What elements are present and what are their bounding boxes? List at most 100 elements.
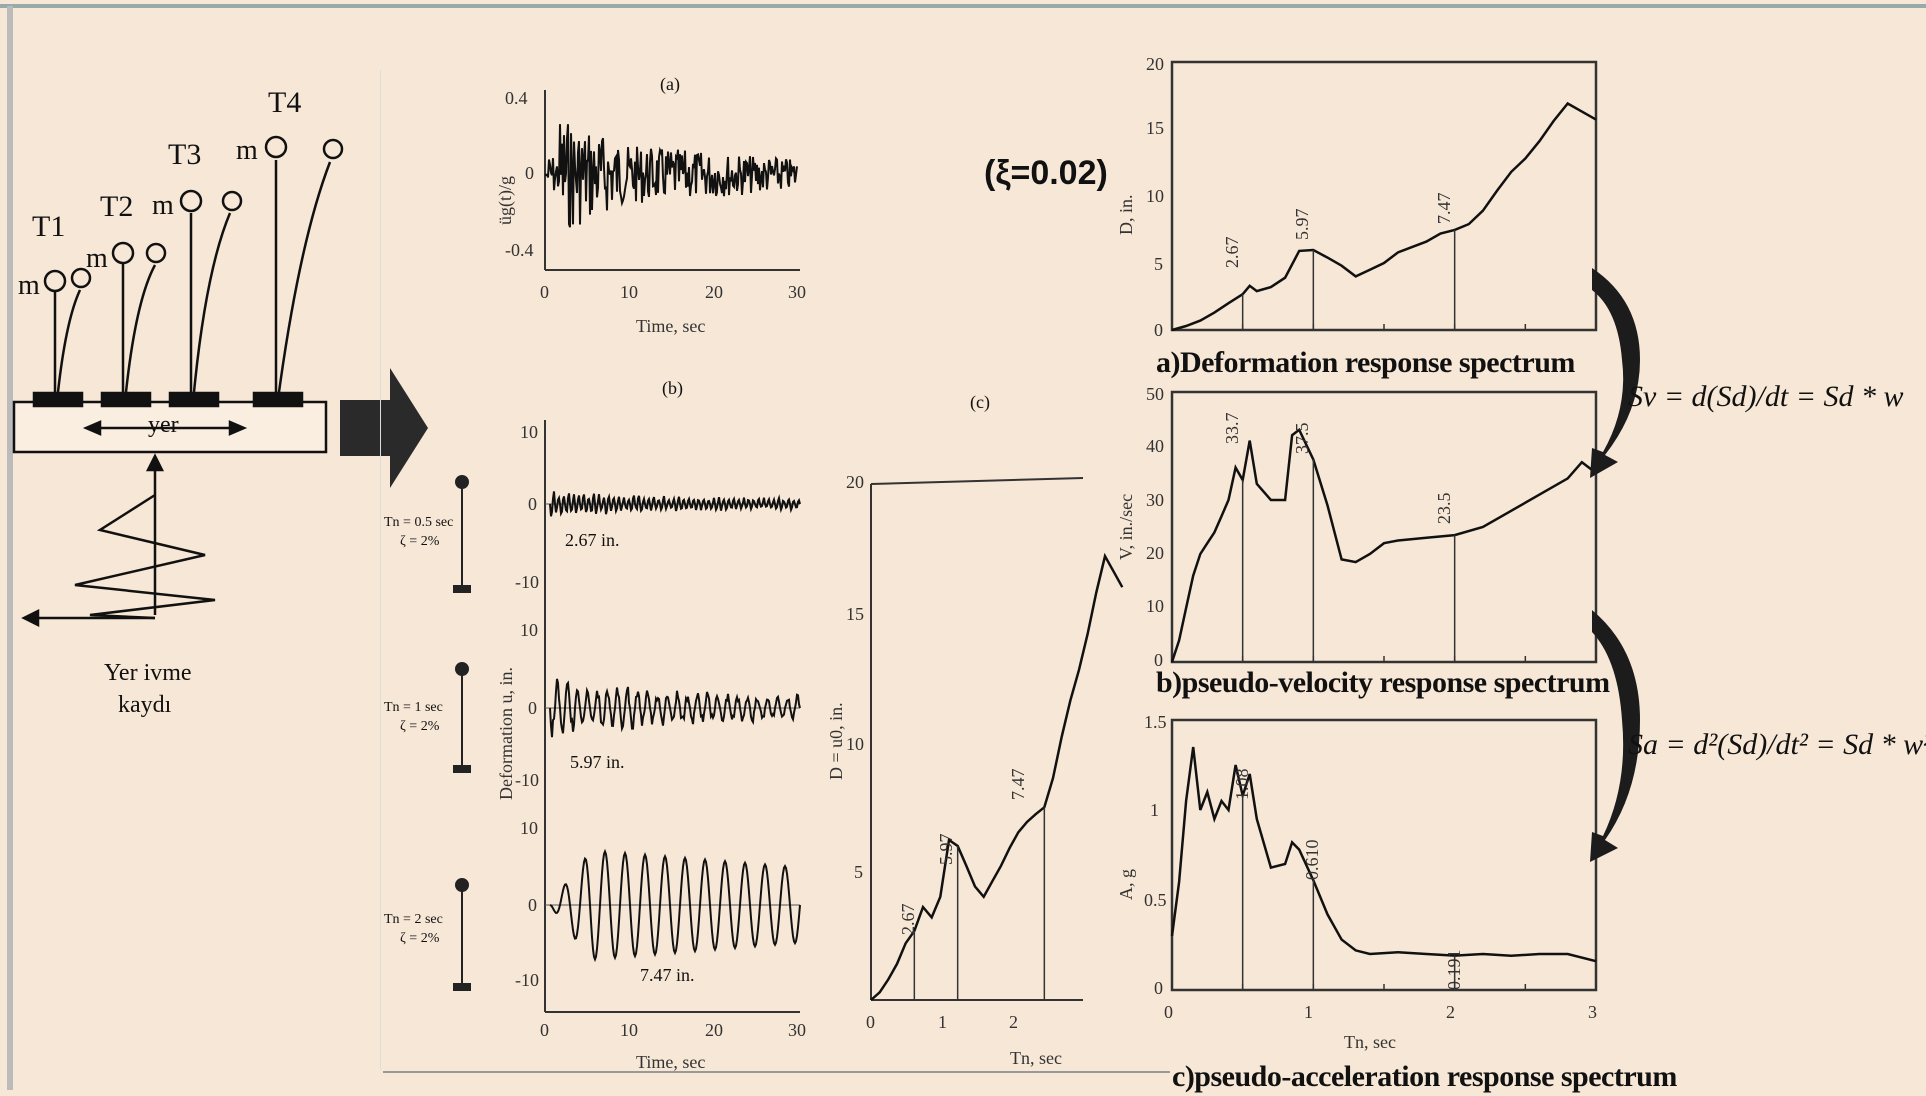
def3-peak: 7.47 in.: [640, 965, 695, 985]
spectrum-1-curve: [1171, 101, 1597, 332]
spectrum-3-curve: [1170, 746, 1597, 963]
ground-label: yer: [148, 412, 179, 438]
spec-c-xtick-3: 3: [1588, 1002, 1597, 1022]
spec-a-annot-2: 5.97: [1292, 208, 1312, 241]
osc3-period: Tn = 2 sec: [384, 912, 443, 927]
def-xtick-20: 20: [705, 1020, 723, 1040]
def1-ytick-mid: 0: [528, 494, 537, 514]
spec-a-ylabel: D, in.: [1116, 194, 1136, 236]
spec-c-ylabel: A, g: [1116, 869, 1136, 900]
mass-label-1: m: [18, 270, 40, 301]
small-spec-annot-1: 2.67: [898, 903, 918, 936]
gm-xtick-10: 10: [620, 282, 638, 302]
spec-a-ytick-10: 10: [1146, 186, 1164, 206]
def-xtick-30: 30: [788, 1020, 806, 1040]
small-spec-ytick-5: 5: [854, 862, 863, 882]
small-spec-xlabel: Tn, sec: [1010, 1048, 1062, 1068]
spec-a-caption: a)Deformation response spectrum: [1156, 346, 1575, 379]
spec-c-caption: c)pseudo-acceleration response spectrum: [1172, 1060, 1677, 1093]
velocity-equation: Sv = d(Sd)/dt = Sd * w: [1628, 380, 1904, 413]
spec-a-ytick-20: 20: [1146, 54, 1164, 74]
spec-c-ytick-1: 1: [1150, 800, 1159, 820]
spec-b-annot-1: 33.7: [1222, 412, 1242, 445]
spec-a-annot-3: 7.47: [1434, 192, 1454, 225]
spec-c-xtick-1: 1: [1304, 1002, 1313, 1022]
def-xtick-0: 0: [540, 1020, 549, 1040]
spec-c-annot-3: 0.191: [1444, 949, 1464, 991]
osc1-period: Tn = 0.5 sec: [384, 515, 454, 530]
osc2-damping: ζ = 2%: [400, 719, 440, 734]
spec-c-xtick-0: 0: [1164, 1002, 1173, 1022]
spec-b-ylabel: V, in./sec: [1116, 493, 1136, 560]
gm-xlabel: Time, sec: [636, 316, 706, 336]
spec-a-ytick-0: 0: [1154, 320, 1163, 340]
curved-arrows: [1590, 268, 1640, 862]
osc1-damping: ζ = 2%: [400, 534, 440, 549]
pendulum-label-t4: T4: [268, 86, 302, 119]
spec-b-caption: b)pseudo-velocity response spectrum: [1156, 666, 1610, 699]
small-spec-xtick-1: 1: [938, 1012, 947, 1032]
osc3-damping: ζ = 2%: [400, 931, 440, 946]
mass-label-4: m: [236, 135, 258, 166]
def2-peak: 5.97 in.: [570, 752, 625, 772]
spec-c-ytick-15: 1.5: [1144, 712, 1167, 732]
gm-panel-tag: (a): [660, 74, 680, 94]
spec-c-annot-2: 0.610: [1302, 839, 1322, 881]
spec-c-ytick-0: 0: [1154, 978, 1163, 998]
small-spec-ytick-10: 10: [846, 734, 864, 754]
small-spec-xtick-2: 2: [1009, 1012, 1018, 1032]
spec-b-annot-2: 37.5: [1292, 422, 1312, 455]
mass-label-3: m: [152, 190, 174, 221]
spectrum-2-curve: [1170, 427, 1597, 663]
pendulum-label-t2: T2: [100, 190, 134, 223]
damping-note: (ξ=0.02): [984, 154, 1108, 192]
spec-b-ytick-0: 0: [1154, 650, 1163, 670]
spec-c-xlabel: Tn, sec: [1344, 1032, 1396, 1052]
mass-label-2: m: [86, 243, 108, 274]
small-spectrum-plot: [870, 477, 1124, 1001]
def3-ytick-bottom: -10: [515, 970, 539, 990]
spec-b-annot-3: 23.5: [1434, 492, 1454, 525]
spec-b-ytick-10: 10: [1146, 596, 1164, 616]
spec-b-ytick-50: 50: [1146, 384, 1164, 404]
pendulum-label-t3: T3: [168, 138, 202, 171]
spec-b-ytick-40: 40: [1146, 436, 1164, 456]
spec-a-ytick-15: 15: [1146, 118, 1164, 138]
gm-xtick-20: 20: [705, 282, 723, 302]
spec-c-ytick-05: 0.5: [1144, 890, 1167, 910]
def3-ytick-mid: 0: [528, 895, 537, 915]
def-ylabel: Deformation u, in.: [496, 667, 516, 800]
pendulum-diagram: [12, 135, 344, 628]
small-spec-ylabel: D = u0, in.: [826, 702, 846, 780]
def1-ytick-top: 10: [520, 422, 538, 442]
def2-ytick-mid: 0: [528, 698, 537, 718]
caption-line-1: Yer ivme: [104, 660, 192, 686]
def2-ytick-top: 10: [520, 620, 538, 640]
def1-peak: 2.67 in.: [565, 530, 620, 550]
small-spec-ytick-20: 20: [846, 472, 864, 492]
gm-ytick-top: 0.4: [505, 88, 528, 108]
spec-c-xtick-2: 2: [1446, 1002, 1455, 1022]
small-spec-ytick-15: 15: [846, 604, 864, 624]
osc2-period: Tn = 1 sec: [384, 700, 443, 715]
spectrum-frame-1: [1170, 60, 1598, 332]
small-spec-panel-tag: (c): [970, 392, 990, 412]
spectrum-frame-3: [1170, 718, 1598, 992]
spec-c-annot-1: 1.08: [1232, 768, 1252, 801]
gm-ytick-mid: 0: [525, 163, 534, 183]
spec-b-ytick-30: 30: [1146, 490, 1164, 510]
def3-ytick-top: 10: [520, 818, 538, 838]
spec-a-ytick-5: 5: [1154, 254, 1163, 274]
gm-ylabel: üg(t)/g: [495, 176, 515, 225]
acceleration-equation: Sa = d²(Sd)/dt² = Sd * w²: [1628, 728, 1926, 761]
pendulum-label-t1: T1: [32, 210, 66, 243]
ground-motion-plot: [544, 90, 800, 271]
gm-xtick-30: 30: [788, 282, 806, 302]
small-spec-annot-2: 5.97: [936, 833, 956, 866]
gm-ytick-bottom: -0.4: [505, 240, 534, 260]
def-xlabel: Time, sec: [636, 1052, 706, 1072]
caption-line-2: kaydı: [118, 692, 172, 718]
spec-a-annot-1: 2.67: [1222, 236, 1242, 269]
def2-ytick-bottom: -10: [515, 770, 539, 790]
